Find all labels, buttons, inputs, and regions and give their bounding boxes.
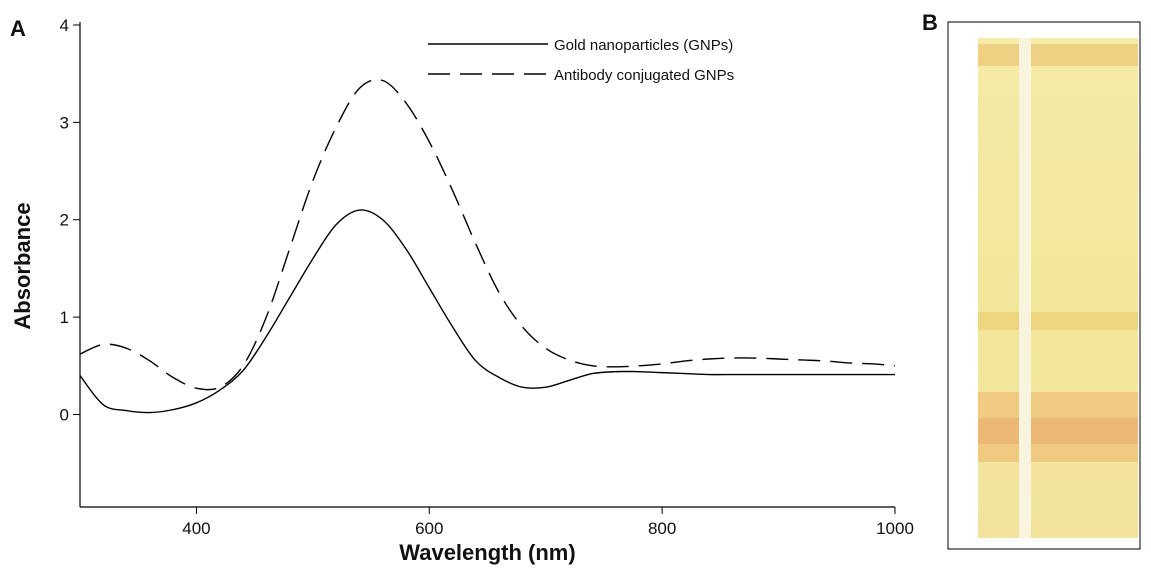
x-tick-label: 600 xyxy=(415,519,443,538)
x-tick-label: 800 xyxy=(648,519,676,538)
lane-gap xyxy=(1019,38,1031,538)
series-line xyxy=(79,78,896,391)
y-tick-label: 4 xyxy=(60,16,69,35)
y-axis-title: Absorbance xyxy=(10,202,35,329)
strip xyxy=(978,38,1138,538)
band xyxy=(978,418,1138,444)
legend-label: Gold nanoparticles (GNPs) xyxy=(554,37,733,54)
y-tick-label: 2 xyxy=(60,211,69,230)
band xyxy=(978,312,1138,330)
y-tick-label: 1 xyxy=(60,308,69,327)
series-line xyxy=(79,209,895,414)
legend-label: Antibody conjugated GNPs xyxy=(554,67,734,84)
y-tick-label: 3 xyxy=(60,113,69,132)
x-tick-label: 1000 xyxy=(876,519,914,538)
photo-panel xyxy=(947,21,1141,550)
band xyxy=(978,392,1138,462)
y-tick-label: 0 xyxy=(60,405,69,424)
panel-label: B xyxy=(922,10,938,35)
x-tick-label: 400 xyxy=(182,519,210,538)
x-axis-title: Wavelength (nm) xyxy=(399,540,575,565)
panel-label: A xyxy=(10,16,26,41)
band xyxy=(978,44,1138,66)
